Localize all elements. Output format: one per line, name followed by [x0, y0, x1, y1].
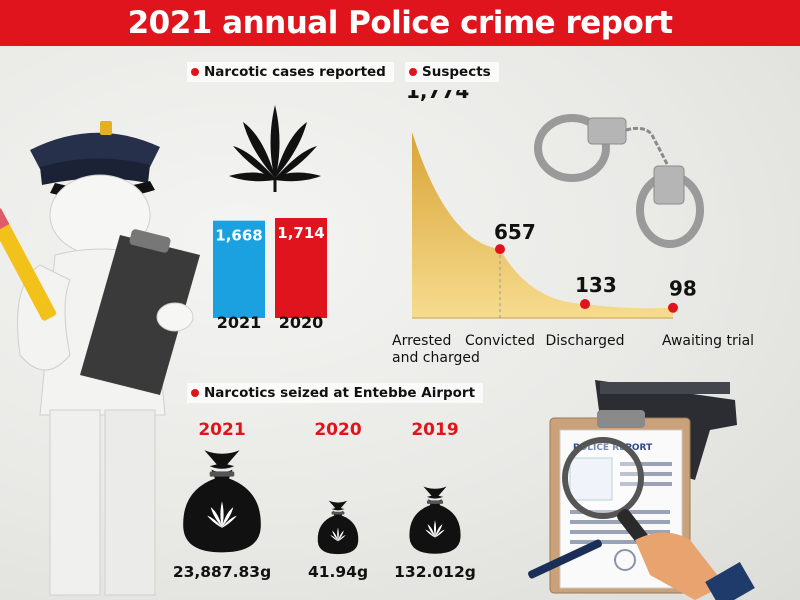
- seized-year-label: 2019: [411, 420, 459, 440]
- pencil-icon: [0, 208, 57, 321]
- suspects-point: [495, 244, 505, 255]
- seized-year-label: 2021: [198, 420, 246, 440]
- suspects-label: Suspects: [405, 62, 499, 82]
- pen-icon: [528, 539, 602, 579]
- suspects-value-label: 657: [494, 220, 536, 244]
- seized-value-label: 132.012g: [394, 563, 476, 581]
- police-officer-figure: [0, 121, 200, 596]
- suspects-area: [412, 132, 673, 318]
- cannabis-leaf-icon: [229, 105, 321, 192]
- seized-year-label: 2020: [314, 420, 362, 440]
- money-bag-icon: [317, 500, 359, 554]
- page-title: 2021 annual Police crime report: [127, 5, 673, 41]
- handcuffs-icon: [534, 114, 704, 248]
- bar-category-label: 2021: [217, 313, 262, 332]
- bullet-dot: [191, 68, 199, 76]
- bar-value-label: 1,714: [277, 224, 324, 242]
- narcotics-seized-chart: 2021 23,887.83g 2020 41.94g 2019 132.012g: [170, 415, 490, 600]
- bar-2020: [275, 218, 327, 318]
- suspects-category-label: Discharged: [545, 333, 624, 349]
- bar-2021: [213, 220, 265, 318]
- suspects-point: [580, 299, 590, 310]
- suspects-point: [668, 302, 678, 313]
- suspects-value-label: 133: [575, 273, 617, 297]
- suspects-value-label: 1,774: [406, 90, 469, 103]
- suspects-category-label: Arrested: [392, 333, 451, 349]
- clipboard-icon: [80, 229, 200, 395]
- seized-value-label: 41.94g: [307, 563, 369, 581]
- money-bag-icon: [409, 485, 461, 554]
- police-report-icon: POLICE REPORT: [528, 380, 755, 600]
- bar-category-label: 2020: [279, 313, 324, 332]
- bar-value-label: 1,668: [215, 227, 262, 245]
- title-banner: 2021 annual Police crime report: [0, 0, 800, 46]
- narcotic-cases-label: Narcotic cases reported: [187, 62, 394, 82]
- bullet-dot: [409, 68, 417, 76]
- seized-value-label: 23,887.83g: [172, 563, 272, 581]
- bullet-dot: [191, 389, 199, 397]
- suspects-category-label: Awaiting trial: [662, 333, 754, 349]
- suspects-category-label: Convicted: [465, 333, 535, 349]
- narcotics-seized-label: Narcotics seized at Entebbe Airport: [187, 383, 484, 403]
- suspects-category-label: and charged: [392, 350, 480, 366]
- svg-text:POLICE REPORT: POLICE REPORT: [573, 443, 653, 453]
- money-bag-icon: [183, 450, 261, 553]
- suspects-value-label: 98: [669, 277, 697, 301]
- narcotic-cases-chart: 1,668 2021 1,714 2020: [213, 218, 327, 332]
